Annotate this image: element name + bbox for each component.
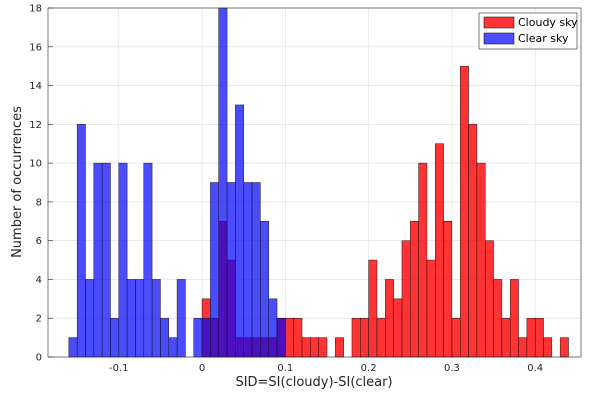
histogram-bar xyxy=(193,317,203,358)
histogram-bar xyxy=(518,337,528,358)
histogram-bar xyxy=(293,317,303,358)
x-tick-label: 0.4 xyxy=(527,363,543,374)
histogram-bar xyxy=(126,279,136,358)
histogram-bar xyxy=(368,259,378,358)
histogram-bar xyxy=(476,162,486,358)
legend-label-clear-sky: Clear sky xyxy=(518,32,569,45)
histogram-bar xyxy=(201,317,211,358)
histogram-bar xyxy=(401,240,411,358)
histogram-bar xyxy=(310,337,319,358)
histogram-bar xyxy=(418,162,428,358)
histogram-bar xyxy=(426,259,436,358)
histogram-bar xyxy=(385,279,394,358)
histogram-bar xyxy=(176,279,186,358)
y-tick-label: 18 xyxy=(29,4,42,15)
y-tick-label: 16 xyxy=(29,42,42,53)
x-tick-label: 0.2 xyxy=(361,363,377,374)
x-axis-title: SID=SI(cloudy)-SI(clear) xyxy=(235,375,392,390)
histogram-bar xyxy=(85,279,95,358)
y-tick-label: 6 xyxy=(36,236,42,247)
histogram-bar xyxy=(451,317,461,358)
histogram-bar xyxy=(168,337,178,358)
histogram-bar xyxy=(526,317,536,358)
histogram-bar xyxy=(351,317,361,358)
histogram-bar xyxy=(143,162,153,358)
histogram-bar xyxy=(268,298,278,358)
histogram-bar xyxy=(260,221,269,358)
histogram-bar xyxy=(276,317,286,358)
legend-swatch-clear-sky xyxy=(483,32,515,45)
histogram-bar xyxy=(559,337,569,358)
histogram-bar xyxy=(110,317,120,358)
histogram-bar xyxy=(160,317,170,358)
histogram-bar xyxy=(501,317,511,358)
histogram-bar xyxy=(101,162,111,358)
histogram-bar xyxy=(285,317,294,358)
histogram-bar xyxy=(393,298,403,358)
legend-label-cloudy-sky: Cloudy sky xyxy=(518,16,578,29)
histogram-bar xyxy=(226,182,236,358)
histogram-bar xyxy=(410,221,419,358)
y-tick-label: 14 xyxy=(29,81,42,92)
y-tick-label: 2 xyxy=(36,314,42,325)
histogram-bar xyxy=(235,104,244,358)
histogram-bar xyxy=(443,221,453,358)
histogram-bar xyxy=(76,124,86,358)
x-tick-label: 0 xyxy=(199,363,205,374)
plot-frame xyxy=(47,7,582,358)
legend: Cloudy sky Clear sky xyxy=(478,12,578,50)
histogram-bar xyxy=(534,317,544,358)
axis-ticks: -0.1 0 0.1 0.2 0.3 0.4 0 2 4 6 8 10 12 14 16 18 xyxy=(29,4,543,375)
histogram-bar xyxy=(135,279,145,358)
x-tick-label: 0.3 xyxy=(444,363,460,374)
histogram-bar xyxy=(118,162,128,358)
histogram-bar xyxy=(459,65,469,358)
histogram-bar xyxy=(493,279,503,358)
y-tick-label: 12 xyxy=(29,120,42,131)
histogram-bar xyxy=(543,337,553,358)
x-tick-label: 0.1 xyxy=(277,363,293,374)
y-tick-label: 10 xyxy=(29,159,42,170)
histogram-bar xyxy=(218,7,228,358)
y-axis-title: Number of occurrences xyxy=(10,106,25,258)
x-tick-label: -0.1 xyxy=(109,363,129,374)
y-tick-label: 4 xyxy=(36,275,42,286)
histogram-bar xyxy=(509,279,519,358)
histogram-bar xyxy=(335,337,344,358)
histogram-bar xyxy=(435,143,444,358)
histogram-bar xyxy=(210,182,219,358)
histogram-bar xyxy=(68,337,78,358)
histogram-bar xyxy=(376,317,386,358)
histogram-bar xyxy=(360,317,369,358)
histogram-bar xyxy=(151,279,161,358)
series-clear-sky xyxy=(68,7,286,358)
y-tick-label: 8 xyxy=(36,197,42,208)
histogram-bar xyxy=(468,124,478,358)
histogram-bar xyxy=(484,240,494,358)
histogram-bar xyxy=(318,337,328,358)
histogram-bar xyxy=(93,162,103,358)
bars-group xyxy=(68,7,569,358)
histogram-bar xyxy=(243,182,253,358)
histogram-bar xyxy=(251,182,261,358)
y-tick-label: 0 xyxy=(36,353,42,364)
histogram-bar xyxy=(301,337,311,358)
legend-swatch-cloudy-sky xyxy=(483,16,515,29)
